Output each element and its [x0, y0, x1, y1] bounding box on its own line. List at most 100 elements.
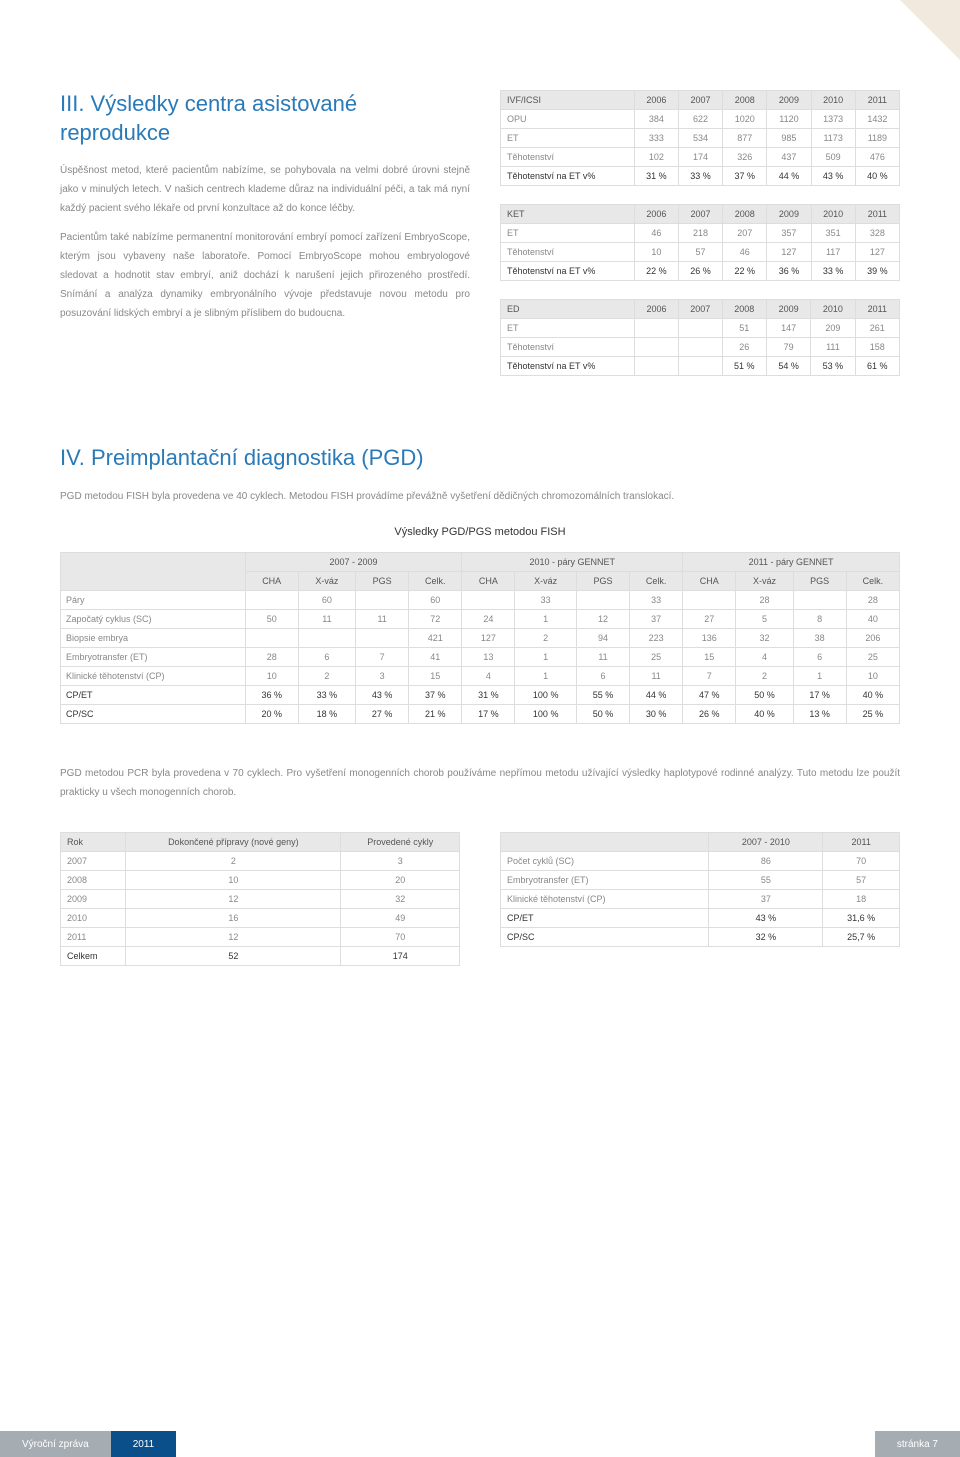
table-cell: 1432	[855, 110, 899, 129]
table-row-label: ET	[501, 224, 635, 243]
table-cell: 54 %	[766, 357, 810, 376]
fish-cell: 6	[793, 647, 846, 666]
prep-cell: 70	[341, 927, 460, 946]
fish-cell: 421	[409, 628, 462, 647]
fish-cell	[793, 590, 846, 609]
fish-cell: 44 %	[630, 685, 683, 704]
table-year-header: 2008	[722, 300, 766, 319]
fish-cell: 8	[793, 609, 846, 628]
table-year-header: 2006	[635, 300, 679, 319]
table-cell	[678, 357, 722, 376]
table-row-label: ET	[501, 319, 635, 338]
table-cell: 36 %	[767, 262, 811, 281]
table-cell: 877	[723, 129, 767, 148]
fish-cell: 50	[245, 609, 298, 628]
fish-cell: 12	[576, 609, 629, 628]
table-cell: 127	[855, 243, 899, 262]
fish-cell: 100 %	[515, 704, 577, 723]
fish-cell: 27	[683, 609, 736, 628]
table-cell: 218	[678, 224, 722, 243]
table-cell: 158	[855, 338, 899, 357]
prep-cell: 2009	[61, 889, 126, 908]
cycles-cell: 43 %	[709, 908, 823, 927]
fish-cell: 11	[298, 609, 355, 628]
pcr-text: PGD metodou PCR byla provedena v 70 cykl…	[60, 764, 900, 802]
cycles-header: 2011	[823, 832, 900, 851]
table-cell	[635, 357, 679, 376]
fish-row-label: Embryotransfer (ET)	[61, 647, 246, 666]
footer-year: 2011	[111, 1431, 177, 1457]
table-cell: 333	[634, 129, 678, 148]
fish-cell: 3	[356, 666, 409, 685]
fish-row-label: CP/ET	[61, 685, 246, 704]
table-year-header: 2007	[678, 205, 722, 224]
prep-cell: 16	[126, 908, 341, 927]
fish-row-label: Páry	[61, 590, 246, 609]
table-year-header: 2007	[678, 300, 722, 319]
footer-report-label: Výroční zpráva	[0, 1431, 111, 1457]
prep-cell: 20	[341, 870, 460, 889]
fish-cell: 206	[846, 628, 899, 647]
table-cell: 53 %	[811, 357, 855, 376]
fish-cell: 36 %	[245, 685, 298, 704]
table-cell: 51 %	[722, 357, 766, 376]
table-cell: 326	[723, 148, 767, 167]
table-cell: 26	[722, 338, 766, 357]
footer: Výroční zpráva 2011 stránka 7	[0, 1431, 960, 1457]
fish-col-header: CHA	[683, 571, 736, 590]
cycles-header: 2007 - 2010	[709, 832, 823, 851]
prep-cell: 174	[341, 946, 460, 965]
fish-col-header: PGS	[793, 571, 846, 590]
table-cell	[678, 319, 722, 338]
cycles-cell: 55	[709, 870, 823, 889]
fish-group-header: 2010 - páry GENNET	[462, 552, 683, 571]
table-row-label: Těhotenství	[501, 338, 635, 357]
fish-cell: 37 %	[409, 685, 462, 704]
table-cell: 46	[634, 224, 678, 243]
fish-cell: 7	[683, 666, 736, 685]
table-cell: 207	[723, 224, 767, 243]
table-cycles: 2007 - 20102011Počet cyklů (SC)8670Embry…	[500, 832, 900, 947]
section3-p1: Úspěšnost metod, které pacientům nabízím…	[60, 161, 470, 218]
fish-col-header: X-váz	[298, 571, 355, 590]
fish-cell: 223	[630, 628, 683, 647]
fish-col-header: CHA	[462, 571, 515, 590]
table-cell: 46	[723, 243, 767, 262]
table-cell: 1020	[723, 110, 767, 129]
table-cell: 534	[678, 129, 722, 148]
fish-cell: 26 %	[683, 704, 736, 723]
table-cell: 61 %	[855, 357, 899, 376]
fish-group-header: 2011 - páry GENNET	[683, 552, 900, 571]
table-cell: 1373	[811, 110, 855, 129]
table-year-header: 2009	[766, 300, 810, 319]
table-cell: 37 %	[723, 167, 767, 186]
fish-corner	[61, 552, 246, 590]
section3-title: III. Výsledky centra asistované reproduk…	[60, 90, 470, 147]
fish-cell: 60	[409, 590, 462, 609]
table-cell: 51	[722, 319, 766, 338]
prep-cell: 2007	[61, 851, 126, 870]
table-cell: 351	[811, 224, 855, 243]
fish-cell: 6	[298, 647, 355, 666]
fish-cell: 47 %	[683, 685, 736, 704]
table-corner: IVF/ICSI	[501, 91, 635, 110]
prep-header: Provedené cykly	[341, 832, 460, 851]
table-cell: 127	[767, 243, 811, 262]
prep-cell: Celkem	[61, 946, 126, 965]
fish-cell: 40 %	[736, 704, 793, 723]
fish-group-header: 2007 - 2009	[245, 552, 462, 571]
fish-cell: 25	[846, 647, 899, 666]
table-year-header: 2010	[811, 91, 855, 110]
fish-col-header: X-váz	[515, 571, 577, 590]
table-cell: 1173	[811, 129, 855, 148]
prep-cell: 12	[126, 927, 341, 946]
table-cell: 261	[855, 319, 899, 338]
fish-cell: 1	[793, 666, 846, 685]
table-cell: 33 %	[811, 262, 855, 281]
fish-cell: 28	[245, 647, 298, 666]
fish-cell: 50 %	[736, 685, 793, 704]
table-year-header: 2010	[811, 205, 855, 224]
fish-cell: 6	[576, 666, 629, 685]
table-year-header: 2011	[855, 205, 899, 224]
fish-cell: 2	[515, 628, 577, 647]
